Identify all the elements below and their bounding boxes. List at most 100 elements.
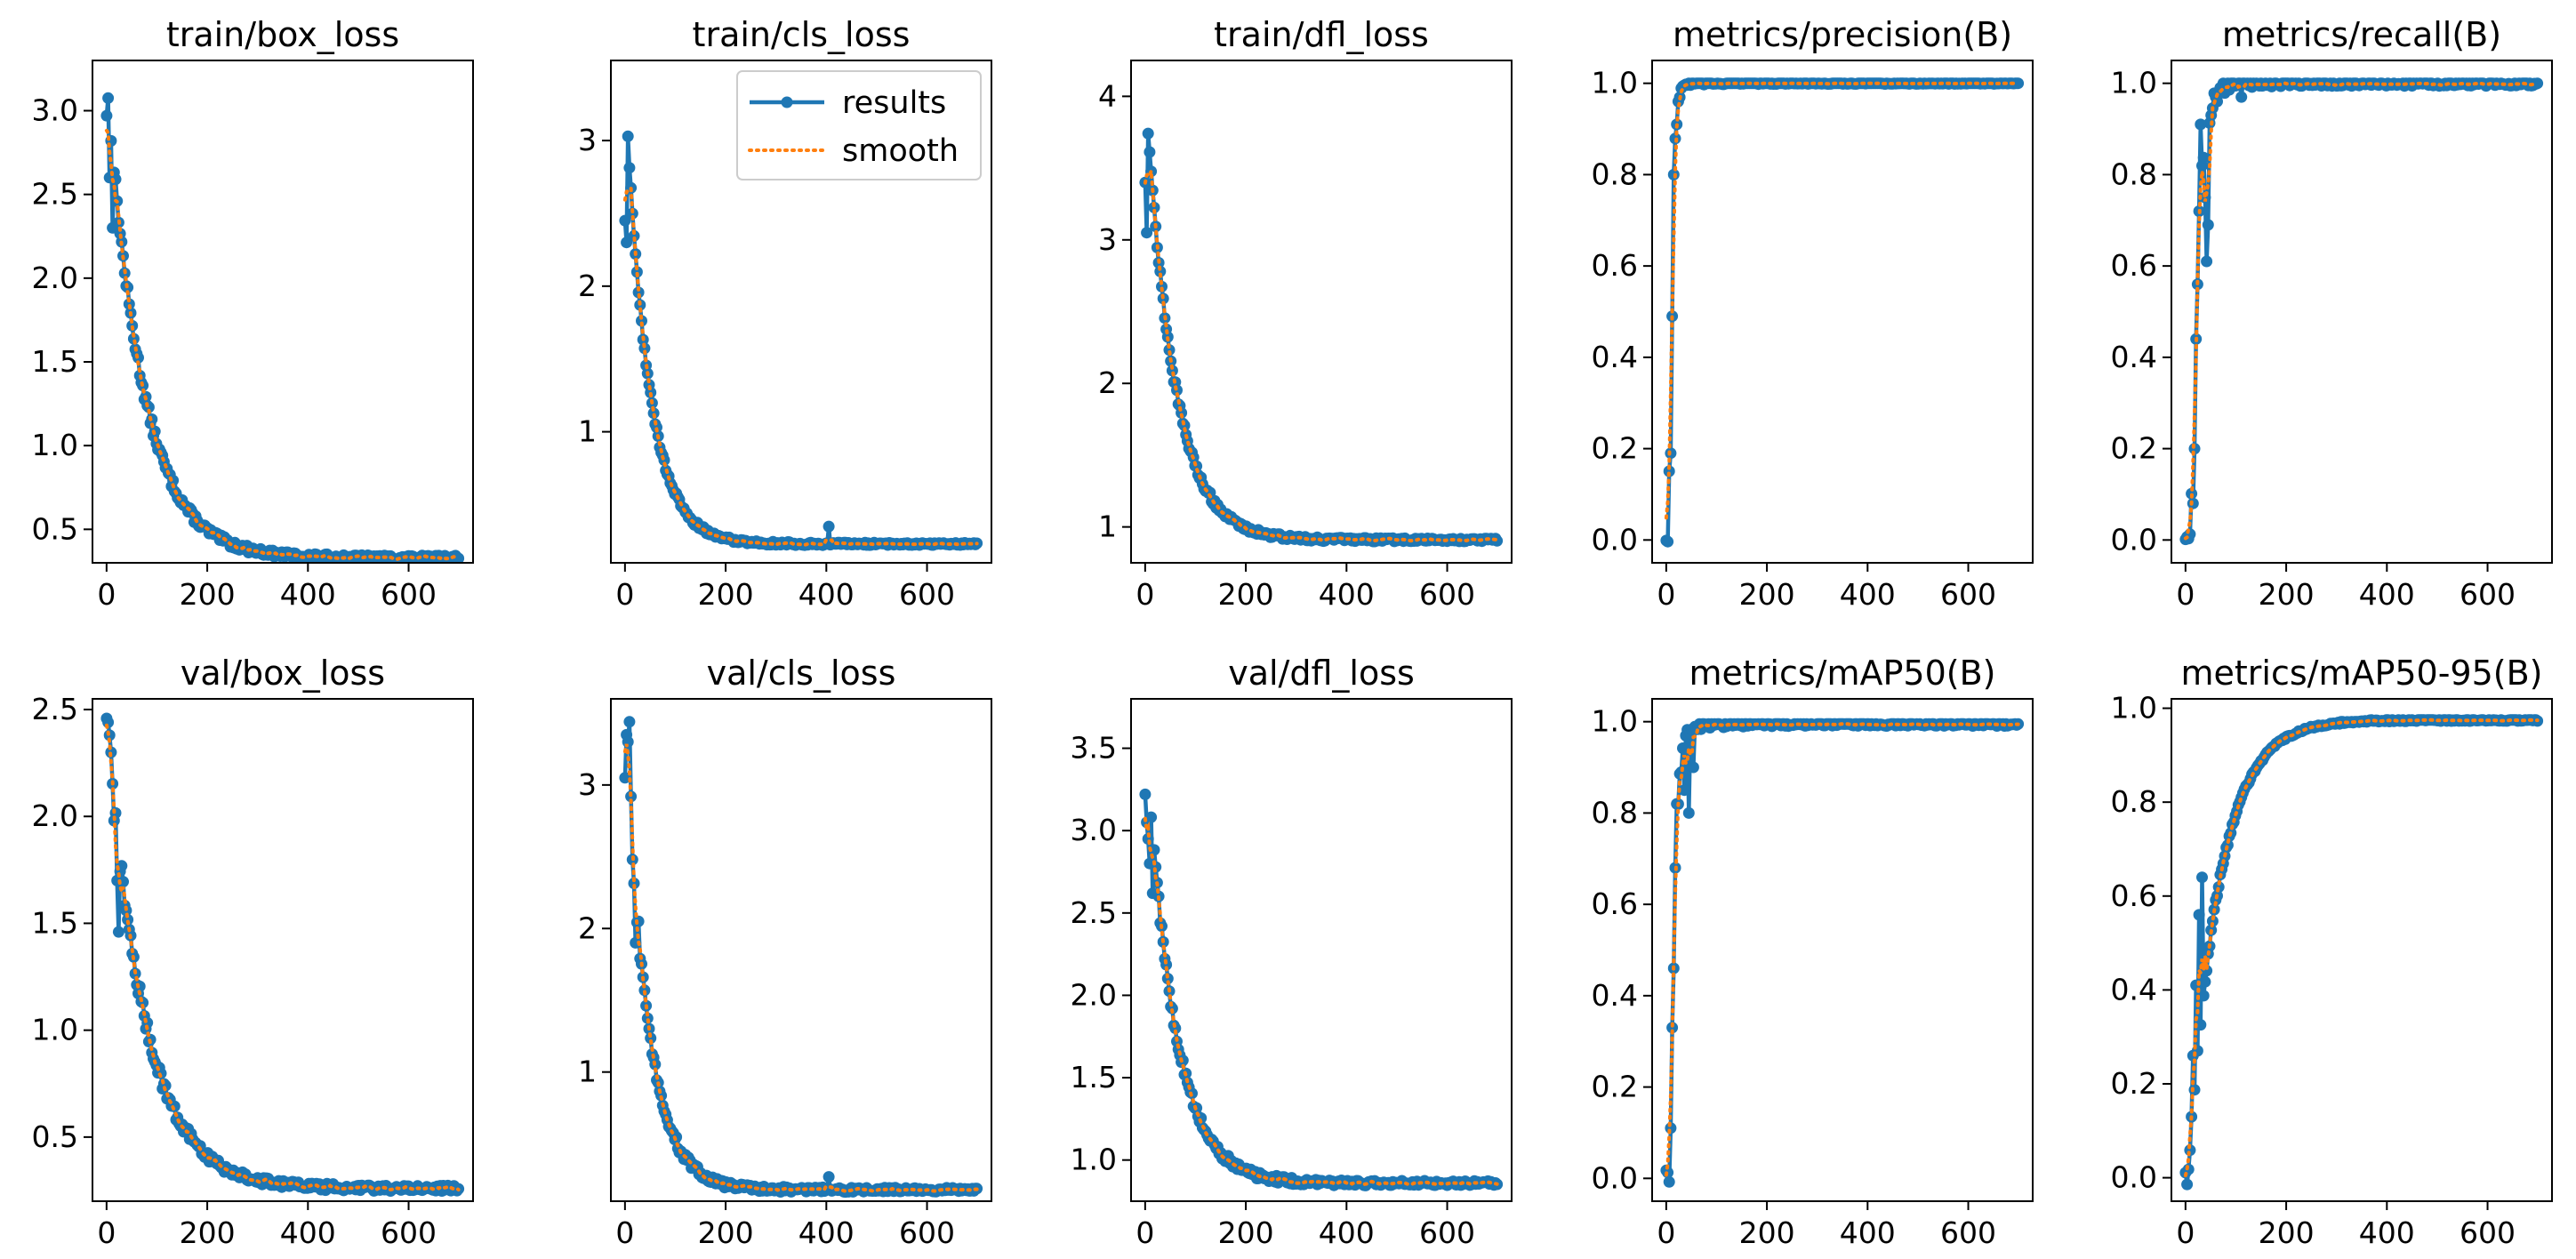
plot-area (1139, 788, 1504, 1191)
results-point (1677, 742, 1689, 754)
results-point (1154, 265, 1167, 277)
subplot-title: metrics/precision(B) (1673, 15, 2012, 54)
y-tick-label: 0.2 (2111, 431, 2157, 466)
subplot-train-box-loss: train/box_loss 0 200 400 600 0.5 1.0 1.5 2.0 2.5 3… (32, 15, 474, 612)
y-tick-label: 0.2 (1592, 431, 1638, 466)
results-point (102, 92, 115, 104)
y-tick-label: 0.0 (2111, 1160, 2157, 1195)
plot-area (1139, 127, 1504, 548)
y-tick-label: 1 (1098, 509, 1117, 544)
x-tick-label: 200 (1218, 1215, 1274, 1250)
y-tick-label: 0.4 (2111, 340, 2157, 374)
legend-smooth-label: smooth (842, 133, 959, 169)
axes-frame (2171, 698, 2553, 1202)
x-tick-label: 200 (2259, 1215, 2315, 1250)
x-tick-label: 0 (615, 577, 634, 612)
plot-area (2179, 714, 2544, 1191)
results-line (1665, 81, 2019, 544)
x-tick-label: 200 (180, 1215, 236, 1250)
y-tick-label: 0.8 (1592, 795, 1638, 830)
x-tick-label: 600 (2460, 577, 2516, 612)
results-point (1675, 766, 1688, 778)
y-tick-label: 3 (578, 123, 597, 157)
plot-area (100, 92, 465, 563)
subplot-title: metrics/mAP50(B) (1689, 654, 1996, 693)
y-tick-label: 2.0 (32, 798, 78, 833)
subplot-title: val/dfl_loss (1228, 654, 1415, 693)
results-point (623, 162, 636, 174)
subplot-title: train/dfl_loss (1214, 15, 1429, 54)
results-line (622, 134, 979, 548)
results-point (2532, 77, 2544, 90)
x-tick-label: 400 (1840, 1215, 1896, 1250)
results-point (2012, 77, 2025, 90)
y-tick-label: 3 (1098, 222, 1117, 257)
x-tick-label: 600 (899, 577, 955, 612)
results-point (1687, 761, 1699, 774)
results-point (619, 772, 631, 784)
results-point (619, 214, 631, 227)
y-tick-label: 0.5 (32, 1119, 78, 1154)
results-point (1678, 784, 1690, 797)
y-tick-label: 4 (1098, 78, 1117, 113)
y-tick-label: 2 (578, 910, 597, 945)
results-point (2212, 881, 2225, 894)
y-tick-label: 0.6 (2111, 248, 2157, 283)
results-point (1176, 406, 1188, 419)
results-point (623, 716, 636, 728)
y-tick-label: 1.5 (32, 344, 78, 379)
results-point (628, 229, 640, 242)
y-tick-label: 2.0 (32, 261, 78, 295)
legend-results-marker (781, 96, 793, 108)
axes-frame (1651, 60, 2034, 564)
results-point (453, 552, 465, 563)
results-point (2188, 1084, 2201, 1096)
results-point (1169, 1022, 1182, 1034)
results-point (1666, 1022, 1679, 1034)
x-tick-label: 0 (2176, 1215, 2195, 1250)
x-tick-label: 400 (1319, 577, 1375, 612)
x-tick-label: 200 (180, 577, 236, 612)
y-tick-label: 3.0 (1071, 813, 1117, 847)
smooth-line (104, 128, 461, 562)
x-tick-label: 400 (2359, 577, 2415, 612)
results-point (628, 878, 640, 889)
x-tick-label: 200 (1739, 577, 1795, 612)
y-tick-label: 0.8 (1592, 156, 1638, 191)
smooth-line (2183, 718, 2540, 1177)
y-tick-label: 1.0 (1592, 704, 1638, 739)
results-point (122, 913, 134, 926)
results-point (1142, 127, 1154, 140)
results-point (2206, 915, 2219, 927)
y-tick-label: 0.8 (2111, 784, 2157, 819)
subplot-title: train/box_loss (166, 15, 399, 54)
results-point (626, 207, 638, 220)
smooth-line (622, 184, 979, 547)
axes-frame (92, 698, 474, 1202)
results-point (2199, 975, 2211, 988)
x-tick-label: 0 (1657, 577, 1675, 612)
y-tick-label: 0.0 (2111, 522, 2157, 557)
results-point (2181, 1178, 2194, 1191)
x-tick-label: 0 (1657, 1215, 1675, 1250)
y-tick-label: 0.0 (1592, 522, 1638, 557)
axes-frame (92, 60, 474, 564)
y-tick-label: 0.4 (2111, 972, 2157, 1006)
results-line (1665, 722, 2019, 1184)
plot-area (100, 712, 465, 1197)
plot-area (619, 130, 983, 551)
x-tick-label: 600 (1940, 577, 1996, 612)
y-tick-label: 1 (578, 1055, 597, 1089)
results-point (1161, 973, 1174, 985)
x-tick-label: 0 (615, 1215, 634, 1250)
smooth-line (104, 723, 461, 1192)
y-tick-label: 3 (578, 767, 597, 802)
y-tick-label: 0.5 (32, 511, 78, 546)
results-point (2193, 909, 2205, 921)
results-point (2195, 1019, 2207, 1031)
results-point (1163, 344, 1176, 357)
x-tick-label: 400 (1319, 1215, 1375, 1250)
x-tick-label: 600 (1419, 577, 1475, 612)
axes-frame (610, 698, 992, 1202)
